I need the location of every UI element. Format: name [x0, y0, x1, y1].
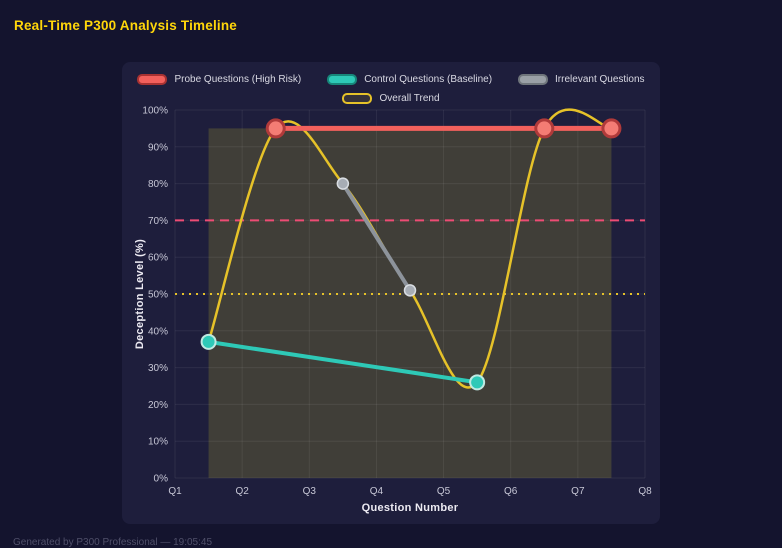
data-point[interactable]	[337, 178, 348, 189]
data-point[interactable]	[267, 120, 284, 137]
y-tick-label: 70%	[148, 216, 168, 227]
y-tick-label: 90%	[148, 142, 168, 153]
y-tick-label: 50%	[148, 290, 168, 301]
chart-svg: Q1 Q2 Q3 Q4 Q5 Q6 Q7 Q8 0% 10% 20% 30% 40% 50% 60% 70% 8…	[122, 62, 660, 524]
y-tick-label: 10%	[148, 437, 168, 448]
x-tick-label: Q4	[370, 486, 384, 497]
y-tick-label: 80%	[148, 179, 168, 190]
y-tick-label: 100%	[142, 106, 168, 117]
data-point[interactable]	[603, 120, 620, 137]
x-tick-label: Q2	[235, 486, 249, 497]
page-title: Real-Time P300 Analysis Timeline	[14, 18, 237, 33]
y-axis-title: Deception Level (%)	[134, 194, 150, 394]
analysis-window-region	[209, 128, 612, 478]
x-axis-title: Question Number	[175, 502, 645, 514]
y-tick-label: 0%	[154, 474, 169, 485]
data-point[interactable]	[470, 375, 484, 389]
chart-panel: Probe Questions (High Risk)Control Quest…	[122, 62, 660, 524]
data-point[interactable]	[202, 335, 216, 349]
data-point[interactable]	[536, 120, 553, 137]
x-tick-label: Q7	[571, 486, 585, 497]
y-tick-label: 20%	[148, 400, 168, 411]
x-tick-label: Q5	[437, 486, 451, 497]
y-tick-label: 60%	[148, 253, 168, 264]
footer-note: Generated by P300 Professional — 19:05:4…	[13, 537, 212, 548]
x-tick-label: Q6	[504, 486, 518, 497]
x-tick-label: Q8	[638, 486, 652, 497]
y-tick-label: 40%	[148, 326, 168, 337]
x-tick-label: Q3	[303, 486, 317, 497]
data-point[interactable]	[405, 285, 416, 296]
y-tick-label: 30%	[148, 363, 168, 374]
x-tick-label: Q1	[168, 486, 182, 497]
